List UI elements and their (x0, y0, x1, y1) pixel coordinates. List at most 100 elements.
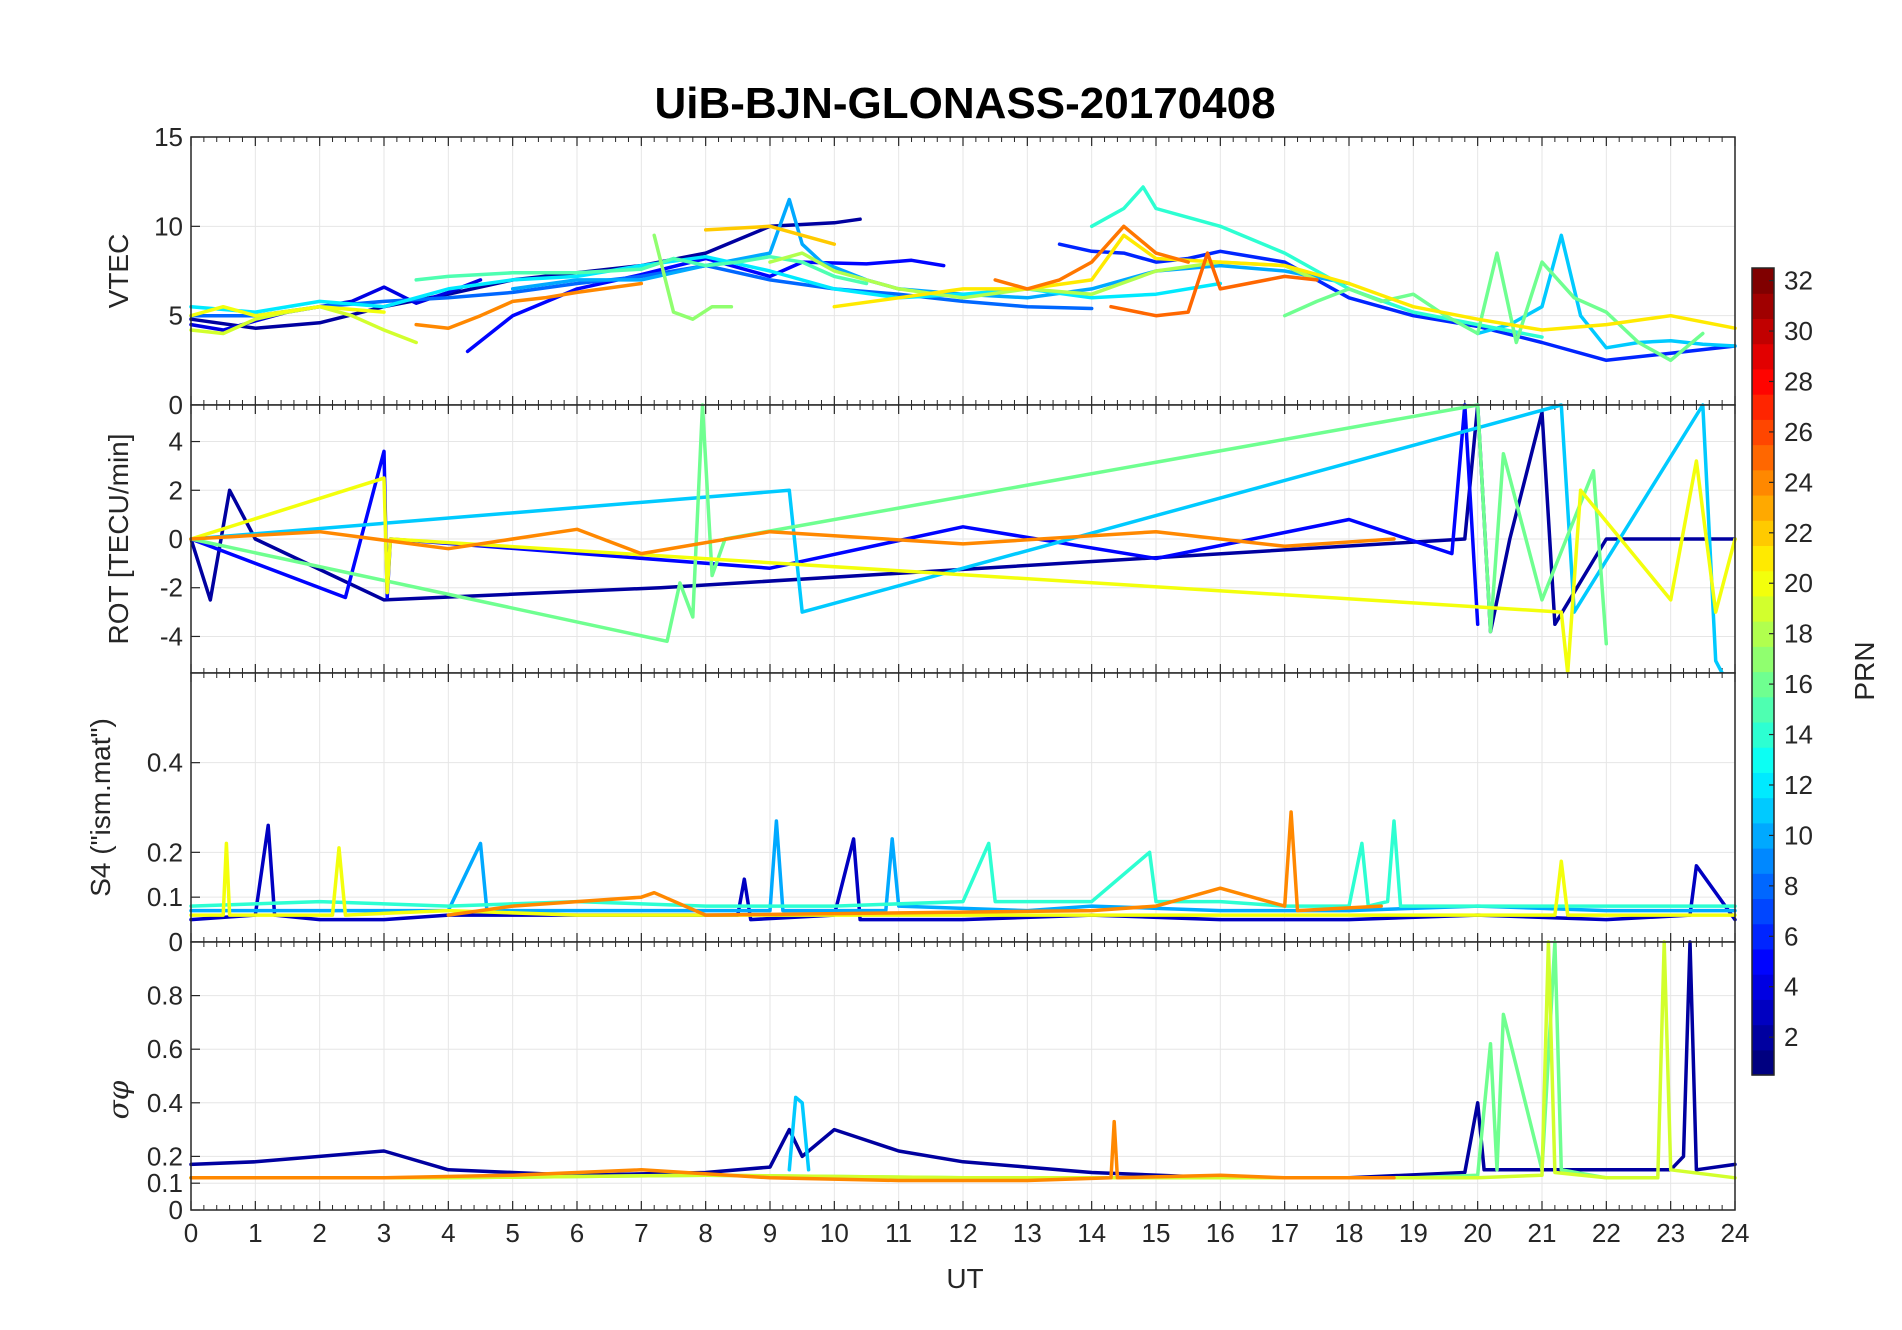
colorbar-band (1752, 394, 1774, 420)
x-tick-label: 20 (1463, 1218, 1492, 1248)
series-prn-11 (189, 403, 1724, 675)
y-axis-label: ROT [TECU/min] (103, 433, 134, 644)
y-tick-label: 0 (169, 390, 183, 420)
x-tick-label: 22 (1592, 1218, 1621, 1248)
x-tick-label: 16 (1206, 1218, 1235, 1248)
y-tick-label: 15 (154, 122, 183, 152)
x-tick-label: 24 (1721, 1218, 1750, 1248)
x-tick-label: 8 (698, 1218, 712, 1248)
colorbar-band (1752, 469, 1774, 496)
series-prn-24 (189, 527, 1396, 556)
y-tick-label: 0.8 (147, 981, 183, 1011)
series-prn-2 (189, 403, 1737, 634)
y-tick-label: 2 (169, 475, 183, 505)
colorbar-band (1752, 822, 1774, 849)
x-tick-label: 13 (1013, 1218, 1042, 1248)
colorbar-tick-label: 26 (1784, 417, 1813, 447)
panel-rot: -4 -2 0 2 4 ROT [TECU/min] (103, 403, 1737, 675)
y-tick-label: 0 (169, 1195, 183, 1225)
colorbar-band (1752, 948, 1774, 975)
colorbar-band (1752, 595, 1774, 622)
series-prn-22 (703, 224, 837, 246)
colorbar-band (1752, 520, 1774, 547)
colorbar-band (1752, 974, 1774, 1000)
series-prn-5 (189, 403, 1480, 627)
x-tick-label: 1 (248, 1218, 262, 1248)
series-prn-25 (1109, 251, 1319, 318)
colorbar-band (1752, 721, 1774, 748)
y-tick-label: 0 (169, 927, 183, 957)
colorbar-tick-label: 20 (1784, 568, 1813, 598)
colorbar-band (1752, 646, 1774, 673)
colorbar-tick-label: 2 (1784, 1022, 1798, 1052)
colorbar-band (1752, 268, 1774, 294)
x-tick-label: 14 (1077, 1218, 1106, 1248)
colorbar-band (1752, 772, 1774, 799)
colorbar-band (1752, 570, 1774, 597)
colorbar-band (1752, 368, 1774, 395)
series-prn-3 (189, 823, 1737, 922)
x-tick-label: 18 (1335, 1218, 1364, 1248)
colorbar-tick-label: 10 (1784, 820, 1813, 850)
y-tick-label: 0.4 (147, 1088, 183, 1118)
colorbar-band (1752, 747, 1774, 773)
y-tick-label: 0.6 (147, 1034, 183, 1064)
colorbar-bands (1752, 268, 1774, 1076)
x-tick-label: 9 (763, 1218, 777, 1248)
colorbar-tick-label: 4 (1784, 972, 1798, 1002)
colorbar-band (1752, 444, 1774, 471)
series-prn-14 (1089, 185, 1544, 339)
x-axis-label: UT (946, 1263, 983, 1294)
colorbar-tick-label: 30 (1784, 316, 1813, 346)
colorbar-band (1752, 419, 1774, 446)
colorbar-frame (1751, 267, 1775, 1076)
x-tick-label: 2 (312, 1218, 326, 1248)
panel-frame (190, 941, 1736, 1211)
x-tick-label: 11 (885, 1218, 912, 1248)
colorbar-band (1752, 293, 1774, 320)
x-tick-label: 12 (949, 1218, 978, 1248)
y-tick-label: 4 (169, 427, 183, 457)
colorbar-band (1752, 923, 1774, 950)
x-tick-label: 17 (1270, 1218, 1299, 1248)
colorbar-tick-label: 6 (1784, 921, 1798, 951)
y-tick-label: 0.2 (147, 1141, 183, 1171)
colorbar-tick-label: 24 (1784, 467, 1813, 497)
series-prn-24.5 (993, 224, 1190, 291)
y-tick-label: 0.1 (147, 1168, 183, 1198)
colorbar-band (1752, 545, 1774, 572)
series-prn-17 (652, 233, 734, 321)
x-tick-label: 15 (1142, 1218, 1171, 1248)
y-tick-label: 0 (169, 524, 183, 554)
y-axis-label: S4 ("ism.mat") (85, 718, 116, 897)
colorbar-band (1752, 696, 1774, 723)
colorbar-tick-label: 14 (1784, 720, 1813, 750)
y-axis-label: σφ (102, 1080, 135, 1119)
x-tick-label: 10 (820, 1218, 849, 1248)
colorbar-label: PRN (1849, 641, 1880, 700)
panel-vtec: 0 5 10 15 VTEC (103, 122, 1737, 420)
series-prn-10 (189, 819, 1737, 913)
x-axis: 0 1 2 3 4 5 6 7 8 9 10 11 12 13 14 15 16 17 18 19 20 21 22 23 24… (184, 1218, 1750, 1294)
y-axis-label: VTEC (103, 234, 134, 309)
colorbar-tick-label: 32 (1784, 266, 1813, 296)
colorbar-band (1752, 671, 1774, 698)
colorbar-band (1752, 343, 1774, 370)
x-tick-label: 21 (1528, 1218, 1557, 1248)
x-tick-label: 7 (634, 1218, 648, 1248)
colorbar-band (1752, 318, 1774, 345)
series-prn-16 (1282, 251, 1705, 363)
panel-s4: 0 0.1 0.2 0.4 S4 ("ism.mat") (85, 672, 1737, 957)
x-tick-labels: 0 1 2 3 4 5 6 7 8 9 10 11 12 13 14 15 16 17 18 19 20 21 22 23 24 (184, 1218, 1750, 1248)
y-tick-label: -4 (160, 621, 183, 651)
colorbar-band (1752, 1024, 1774, 1051)
x-tick-label: 23 (1656, 1218, 1685, 1248)
colorbar-band (1752, 848, 1774, 874)
series-prn-5 (465, 256, 946, 354)
y-tick-label: -2 (160, 573, 183, 603)
x-tick-label: 19 (1399, 1218, 1428, 1248)
x-tick-label: 4 (441, 1218, 455, 1248)
